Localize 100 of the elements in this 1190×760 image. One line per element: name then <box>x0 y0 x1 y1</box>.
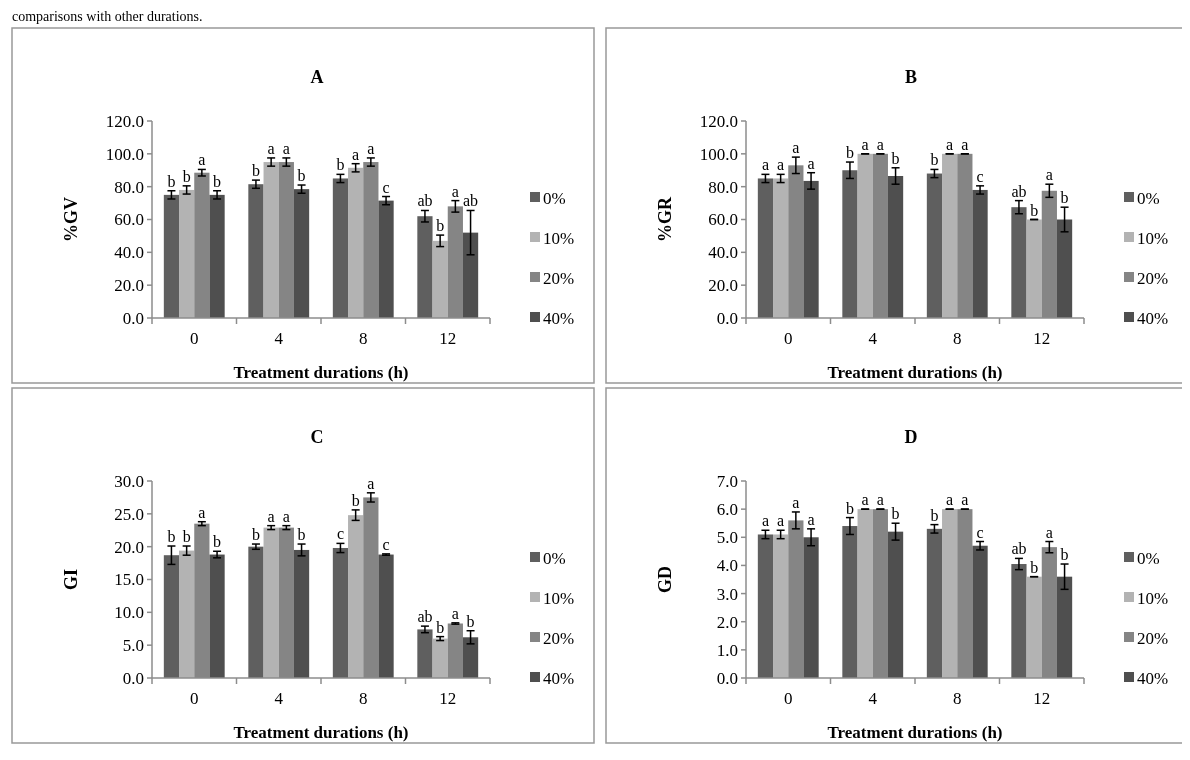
legend-label: 0% <box>543 188 566 208</box>
chart-title: A <box>310 67 324 87</box>
y-tick-label: 60.0 <box>114 210 144 230</box>
y-tick-label: 3.0 <box>716 584 738 604</box>
annotation: b <box>1030 201 1039 219</box>
y-tick-label: 60.0 <box>708 210 738 230</box>
annotation: b <box>336 156 345 174</box>
annotation: a <box>861 135 869 153</box>
annotation: b <box>1030 558 1039 576</box>
annotation: a <box>961 135 969 153</box>
annotation: ab <box>417 192 433 210</box>
annotation: b <box>845 144 854 162</box>
annotation: b <box>213 533 222 551</box>
annotation: b <box>351 491 360 509</box>
annotation: a <box>451 604 459 622</box>
bar <box>293 549 310 678</box>
bar <box>163 194 180 318</box>
y-tick-label: 10.0 <box>114 603 144 623</box>
x-axis-title: Treatment durations (h) <box>233 363 409 382</box>
legend-label: 0% <box>543 548 566 568</box>
bar <box>926 528 943 678</box>
annotation: a <box>876 491 884 509</box>
x-tick-label: 8 <box>359 329 368 348</box>
annotation: b <box>182 167 191 185</box>
bar <box>887 176 904 318</box>
annotation: b <box>297 167 306 185</box>
legend-label: 20% <box>1137 268 1169 288</box>
annotation: a <box>946 491 954 509</box>
annotation: c <box>336 525 344 543</box>
x-tick-label: 12 <box>1033 689 1051 708</box>
y-axis-title: %GR <box>655 196 675 242</box>
y-axis-title: GD <box>655 566 675 593</box>
y-axis-title: %GV <box>61 197 81 242</box>
bar <box>1011 207 1027 318</box>
legend-label: 40% <box>543 668 575 688</box>
x-tick-label: 12 <box>439 689 457 708</box>
y-tick-label: 120.0 <box>105 111 144 131</box>
annotation: ab <box>1011 540 1027 558</box>
annotation: c <box>382 178 390 196</box>
bar <box>842 170 858 318</box>
bar <box>757 534 774 678</box>
y-tick-label: 30.0 <box>114 471 144 491</box>
y-tick-label: 20.0 <box>708 276 738 296</box>
bar <box>378 200 394 318</box>
x-tick-label: 4 <box>274 329 284 348</box>
annotation: a <box>946 135 954 153</box>
legend-label: 40% <box>1137 668 1169 688</box>
annotation: a <box>807 510 815 528</box>
legend-label: 10% <box>1137 588 1169 608</box>
y-tick-label: 2.0 <box>716 612 738 632</box>
bar <box>1011 564 1027 678</box>
y-axis-title: GI <box>61 568 81 591</box>
x-tick-label: 8 <box>359 689 368 708</box>
bar <box>209 554 225 678</box>
legend-label: 10% <box>543 228 575 248</box>
annotation: a <box>761 156 769 174</box>
bar <box>263 527 279 678</box>
annotation: b <box>251 526 260 544</box>
x-tick-label: 12 <box>439 329 457 348</box>
x-tick-label: 4 <box>868 329 878 348</box>
text: comparisons with other durations. <box>12 9 203 24</box>
x-tick-label: 0 <box>784 689 793 708</box>
x-axis-title: Treatment durations (h) <box>827 363 1003 382</box>
annotation: a <box>267 139 275 157</box>
annotation: b <box>436 618 445 636</box>
bar <box>348 515 364 678</box>
chart-title: C <box>310 427 324 447</box>
bar <box>179 189 195 318</box>
annotation: b <box>1060 546 1069 564</box>
y-tick-label: 20.0 <box>114 276 144 296</box>
annotation: a <box>861 491 869 509</box>
annotation: a <box>282 507 290 525</box>
bar <box>757 178 774 318</box>
annotation: c <box>976 523 984 541</box>
legend-label: 20% <box>1137 628 1169 648</box>
y-tick-label: 80.0 <box>708 177 738 197</box>
bar <box>462 232 479 318</box>
bar <box>773 178 789 318</box>
bar <box>942 153 958 318</box>
y-tick-label: 100.0 <box>699 144 738 164</box>
annotation: a <box>352 145 360 163</box>
y-tick-label: 0.0 <box>122 668 144 688</box>
annotation: b <box>436 217 445 235</box>
y-tick-label: 100.0 <box>105 144 144 164</box>
bar <box>926 173 943 318</box>
annotation: a <box>198 151 206 169</box>
y-tick-label: 6.0 <box>716 500 738 520</box>
annotation: a <box>777 512 785 530</box>
bar <box>1026 219 1042 318</box>
bar <box>803 537 819 678</box>
bar <box>887 531 904 678</box>
bar <box>972 189 988 318</box>
x-tick-label: 4 <box>274 689 284 708</box>
annotation: a <box>1045 523 1053 541</box>
bar <box>293 189 310 318</box>
bar <box>432 240 448 318</box>
bar <box>348 167 364 318</box>
annotation: ab <box>1011 182 1027 200</box>
annotation: b <box>182 528 191 546</box>
y-tick-label: 40.0 <box>708 243 738 263</box>
